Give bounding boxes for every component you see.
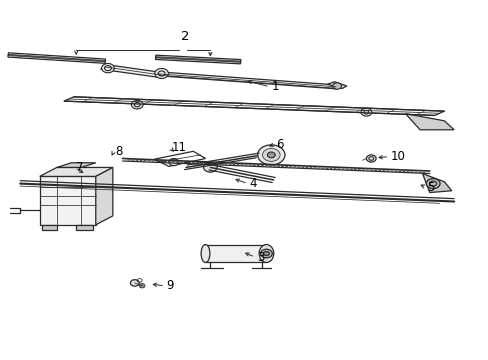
Circle shape bbox=[257, 145, 285, 165]
Polygon shape bbox=[64, 97, 444, 116]
Polygon shape bbox=[422, 174, 451, 193]
Circle shape bbox=[426, 179, 439, 189]
Polygon shape bbox=[157, 72, 336, 89]
Polygon shape bbox=[405, 114, 453, 130]
Text: 2: 2 bbox=[181, 30, 189, 43]
Text: 4: 4 bbox=[249, 177, 256, 190]
Polygon shape bbox=[57, 163, 96, 167]
Text: 6: 6 bbox=[276, 138, 283, 150]
Polygon shape bbox=[101, 64, 161, 77]
Polygon shape bbox=[76, 225, 93, 230]
Text: 7: 7 bbox=[76, 161, 83, 174]
Polygon shape bbox=[155, 55, 241, 64]
Circle shape bbox=[102, 63, 114, 73]
Ellipse shape bbox=[259, 244, 273, 262]
Text: 9: 9 bbox=[166, 279, 174, 292]
Circle shape bbox=[263, 251, 269, 256]
Polygon shape bbox=[96, 167, 113, 225]
Text: 5: 5 bbox=[427, 181, 434, 194]
Polygon shape bbox=[205, 244, 266, 262]
Circle shape bbox=[366, 155, 375, 162]
Text: 10: 10 bbox=[390, 150, 405, 163]
Circle shape bbox=[130, 280, 139, 286]
Polygon shape bbox=[8, 53, 105, 63]
Circle shape bbox=[139, 284, 145, 288]
Polygon shape bbox=[42, 225, 57, 230]
Circle shape bbox=[168, 158, 178, 166]
Circle shape bbox=[203, 162, 217, 172]
Ellipse shape bbox=[201, 244, 209, 262]
Text: 1: 1 bbox=[271, 80, 278, 93]
Circle shape bbox=[131, 100, 143, 109]
Circle shape bbox=[155, 68, 168, 78]
Text: 3: 3 bbox=[256, 251, 264, 264]
Circle shape bbox=[262, 148, 280, 161]
Text: 8: 8 bbox=[115, 145, 122, 158]
Polygon shape bbox=[40, 176, 96, 225]
Polygon shape bbox=[327, 82, 346, 89]
Circle shape bbox=[267, 152, 275, 158]
Polygon shape bbox=[40, 167, 113, 176]
Circle shape bbox=[360, 108, 371, 116]
Circle shape bbox=[332, 83, 341, 89]
Circle shape bbox=[260, 249, 272, 258]
Text: 11: 11 bbox=[171, 141, 186, 154]
